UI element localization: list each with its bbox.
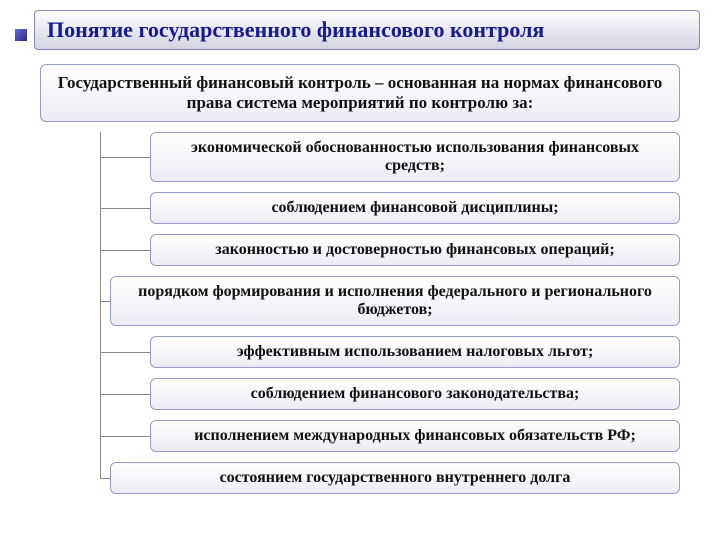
tree-item-row: эффективным использованием налоговых льг…	[40, 336, 680, 368]
tree-item-box: эффективным использованием налоговых льг…	[150, 336, 680, 368]
tree-branch-line	[100, 208, 150, 209]
tree-item-box: состоянием государственного внутреннего …	[110, 462, 680, 494]
tree-branch-line	[100, 157, 150, 158]
tree-branch-line	[100, 436, 150, 437]
title-bullet-icon	[14, 28, 28, 42]
tree-item-row: соблюдением финансового законодательства…	[40, 378, 680, 410]
tree-item-row: соблюдением финансовой дисциплины;	[40, 192, 680, 224]
tree-item-box: порядком формирования и исполнения федер…	[110, 276, 680, 326]
tree-item-row: порядком формирования и исполнения федер…	[40, 276, 680, 326]
definition-box: Государственный финансовый контроль – ос…	[40, 64, 680, 122]
tree-item-box: соблюдением финансового законодательства…	[150, 378, 680, 410]
tree-item-box: законностью и достоверностью финансовых …	[150, 234, 680, 266]
tree-branch-line	[100, 394, 150, 395]
tree-branch-line	[100, 352, 150, 353]
tree-item-row: исполнением международных финансовых обя…	[40, 420, 680, 452]
tree-item-row: законностью и достоверностью финансовых …	[40, 234, 680, 266]
page-title: Понятие государственного финансового кон…	[34, 10, 700, 50]
tree-item-box: соблюдением финансовой дисциплины;	[150, 192, 680, 224]
tree-item-box: исполнением международных финансовых обя…	[150, 420, 680, 452]
tree-container: экономической обоснованностью использова…	[40, 132, 680, 494]
tree-branch-line	[100, 301, 110, 302]
tree-item-row: экономической обоснованностью использова…	[40, 132, 680, 182]
tree-item-box: экономической обоснованностью использова…	[150, 132, 680, 182]
tree-item-row: состоянием государственного внутреннего …	[40, 462, 680, 494]
tree-branch-line	[100, 250, 150, 251]
tree-branch-line	[100, 478, 110, 479]
